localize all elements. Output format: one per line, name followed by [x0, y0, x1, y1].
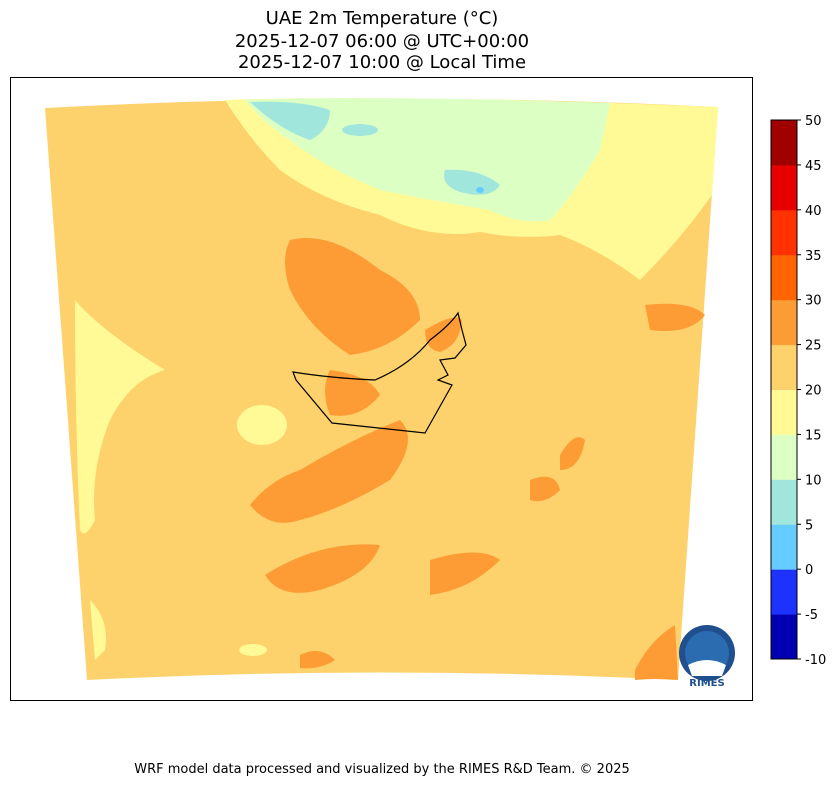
colorbar-bin	[771, 344, 797, 390]
colorbar-tick-label: 40	[805, 204, 822, 219]
footer-credit: WRF model data processed and visualized …	[134, 762, 630, 777]
colorbar-bin	[771, 389, 797, 435]
map-domain	[45, 98, 718, 680]
colorbar-bin	[771, 120, 797, 166]
colorbar-bin	[771, 434, 797, 480]
colorbar-tick-label: 50	[805, 114, 822, 129]
logo-text: RIMES	[689, 678, 724, 689]
colorbar-tick-label: -10	[805, 653, 826, 668]
colorbar-bin	[771, 569, 797, 615]
logo: RIMES	[679, 625, 735, 689]
colorbar-tick-label: -5	[805, 608, 818, 623]
title-line-3: 2025-12-07 10:00 @ Local Time	[237, 52, 527, 73]
title-line-2: 2025-12-07 06:00 @ UTC+00:00	[234, 31, 530, 52]
colorbar-tick-label: 20	[805, 384, 822, 399]
cool-region-north	[225, 98, 718, 281]
colorbar-bin	[771, 164, 797, 211]
warm-bands	[250, 238, 705, 680]
colorbar-bin	[771, 299, 797, 346]
plot-frame	[10, 77, 753, 701]
colorbar-bin	[771, 209, 797, 256]
colorbar-bin	[771, 479, 797, 525]
colorbar-tick-label: 35	[805, 249, 822, 264]
colorbar-bin	[771, 614, 797, 660]
yellow-coastal-west	[75, 300, 287, 660]
colorbar-tick-label: 25	[805, 339, 822, 354]
colorbar-tick-label: 0	[805, 563, 813, 578]
colorbar-tick-label: 45	[805, 159, 822, 174]
colorbar-tick-label: 15	[805, 428, 822, 443]
colorbar-bin	[771, 524, 797, 570]
colorbar-bin	[771, 254, 797, 301]
uae-border	[292, 311, 467, 434]
colorbar-tick-label: 30	[805, 294, 822, 309]
colorbar-tick-label: 5	[805, 518, 813, 533]
colorbar-tick-label: 10	[805, 473, 822, 488]
colorbar: -10 -5 0 5 10 15 20 25 30 35 40 45 50	[770, 114, 826, 668]
title-line-1: UAE 2m Temperature (°C)	[265, 8, 499, 29]
